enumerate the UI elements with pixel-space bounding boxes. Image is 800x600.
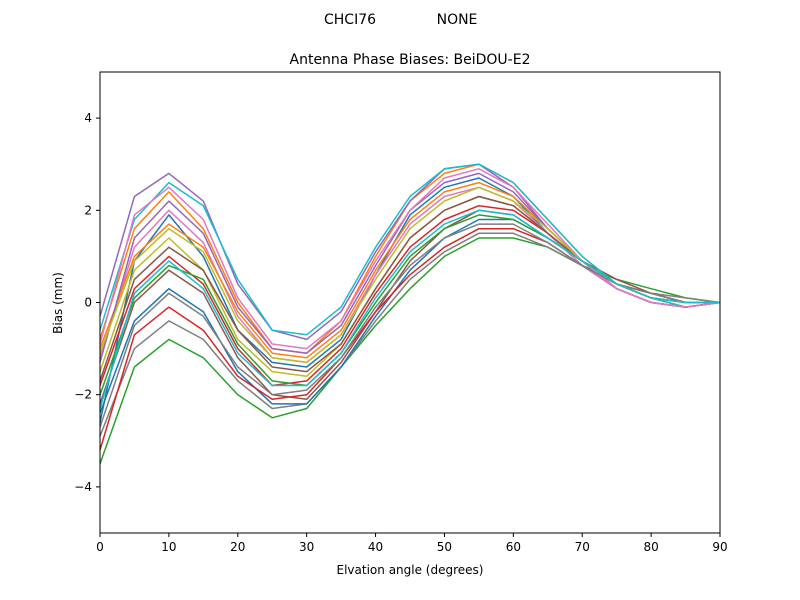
series-layer — [99, 163, 721, 465]
x-tick-label: 20 — [230, 540, 245, 554]
plot-frame — [99, 71, 721, 534]
series-line — [99, 209, 720, 409]
y-tick-label: 4 — [84, 111, 92, 125]
x-tick-label: 10 — [161, 540, 176, 554]
y-tick-label: −2 — [74, 388, 92, 402]
x-tick-label: 80 — [643, 540, 658, 554]
series-line — [99, 168, 721, 350]
axis-layer: 0 10 20 30 40 50 60 70 80 90 −4 −2 0 2 4 — [74, 111, 727, 554]
x-tick-label: 60 — [506, 540, 521, 554]
x-tick-label: 70 — [575, 540, 590, 554]
series-line — [99, 177, 721, 423]
suptitle-left: CHCI76 — [324, 12, 376, 28]
chart-title: Antenna Phase Biases: BeiDOU-E2 — [290, 52, 531, 68]
y-tick-label: −4 — [74, 480, 92, 494]
x-tick-label: 40 — [368, 540, 383, 554]
x-tick-label: 0 — [96, 540, 104, 554]
series-line — [99, 209, 720, 405]
series-line — [99, 237, 721, 465]
series-line — [99, 218, 720, 414]
x-axis-label: Elvation angle (degrees) — [337, 563, 484, 577]
x-tick-label: 50 — [437, 540, 452, 554]
x-tick-label: 90 — [712, 540, 727, 554]
y-tick-label: 0 — [84, 296, 92, 310]
y-axis-label: Bias (mm) — [51, 272, 65, 334]
suptitle-right: NONE — [437, 12, 478, 28]
x-tick-label: 30 — [299, 540, 314, 554]
y-tick-label: 2 — [84, 203, 92, 217]
series-line — [99, 223, 720, 428]
